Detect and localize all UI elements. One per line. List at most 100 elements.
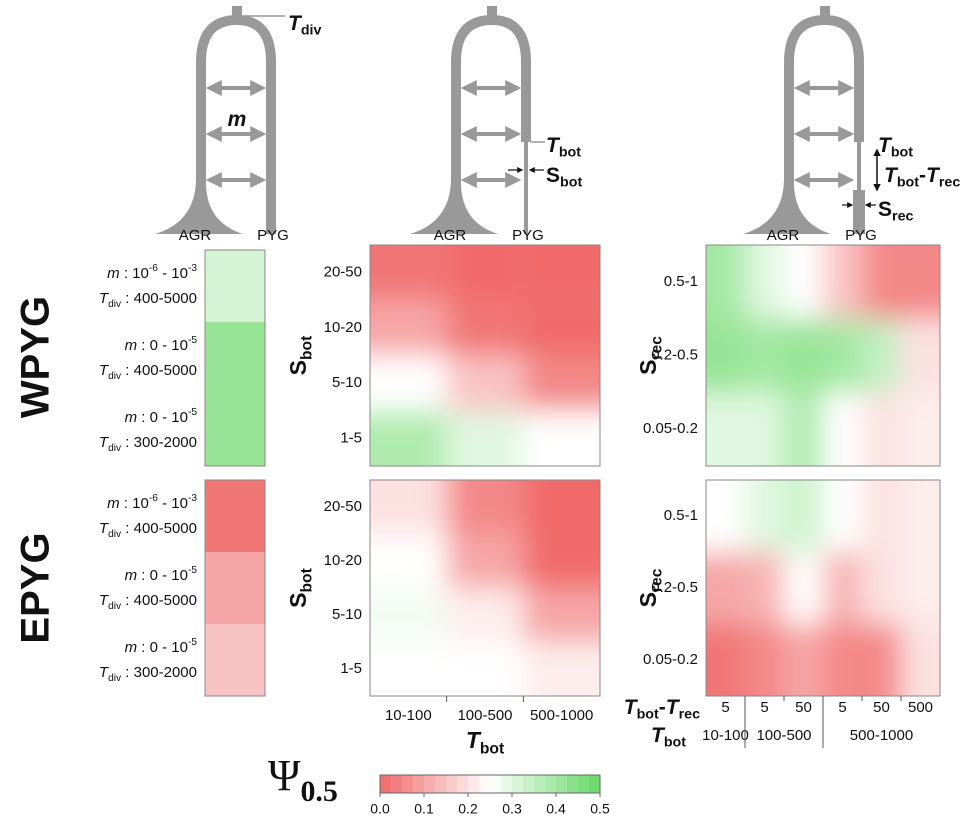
heatmap-cell xyxy=(901,392,940,466)
heatmap-frame xyxy=(369,479,601,697)
colorbar-step xyxy=(446,775,458,793)
heatmap-cells xyxy=(370,245,600,466)
heatmap-frame xyxy=(369,244,601,467)
strip-cell xyxy=(205,250,265,322)
text-part: bot xyxy=(560,174,582,190)
text-part: : 300-2000 xyxy=(121,664,197,681)
diagram-right-label: PYG xyxy=(845,227,877,244)
row-label: WPYG xyxy=(14,296,58,418)
diagram-shapes xyxy=(155,6,881,234)
y-tick-label: 1-5 xyxy=(340,660,362,677)
colorbar-step xyxy=(457,775,469,793)
text-part: : 400-5000 xyxy=(121,520,197,537)
heatmap-cell xyxy=(370,480,447,534)
heatmap xyxy=(370,480,600,696)
strip-label: m : 10-6 - 10-3 xyxy=(107,263,197,282)
heatmap-cell xyxy=(862,624,901,696)
x-tick-label: 500-1000 xyxy=(530,707,593,724)
diagram-label: m xyxy=(228,108,247,131)
text-part: : 300-2000 xyxy=(121,434,197,451)
strip-label: Tdiv : 300-2000 xyxy=(99,664,197,684)
heatmap-cell xyxy=(370,588,447,642)
x-group-title: Tbot xyxy=(651,724,686,751)
heatmap-cell xyxy=(523,300,600,356)
text-part: -6 xyxy=(149,263,158,274)
y-tick-label: 5-10 xyxy=(332,606,362,623)
text-part: T xyxy=(99,592,110,609)
text-part: T xyxy=(884,164,899,187)
text-part: div xyxy=(301,22,322,38)
heatmap-cell xyxy=(784,392,823,466)
text-part: S xyxy=(635,592,661,607)
heatmap-cells xyxy=(706,245,940,466)
heatmap-cell xyxy=(823,318,862,393)
strip-label: m : 0 - 10-5 xyxy=(125,335,198,354)
heatmap-cell xyxy=(446,300,524,356)
diagram-label: Sbot xyxy=(546,164,582,191)
row-label: EPYG xyxy=(14,532,58,643)
x-tick-label: 5 xyxy=(838,699,846,716)
heatmap-cell xyxy=(370,534,447,588)
text-part: bot xyxy=(897,174,919,190)
heatmap-cell xyxy=(862,245,901,319)
text-part: T xyxy=(624,696,639,719)
text-part: -5 xyxy=(188,335,197,346)
heatmap-cell xyxy=(745,318,784,393)
heatmap-cell xyxy=(446,245,524,301)
y-tick-label: 5-10 xyxy=(332,374,362,391)
heatmap-cell xyxy=(823,480,862,552)
colorbar-step xyxy=(534,775,546,793)
colorbar-tick-label: 0.4 xyxy=(546,801,566,817)
text-part: T xyxy=(546,134,561,157)
x-tick-label: 100-500 xyxy=(457,707,512,724)
heatmap-cell xyxy=(745,245,784,319)
text-part: T xyxy=(926,164,941,187)
text-part: S xyxy=(285,592,311,607)
heatmap-cell xyxy=(862,552,901,624)
text-part: Ψ xyxy=(268,751,301,800)
x-sub-title: Tbot-Trec xyxy=(624,696,700,723)
text-part: bot xyxy=(298,567,315,592)
x-group-label: 100-500 xyxy=(756,727,811,744)
heatmap-cell xyxy=(523,588,600,642)
text-part: - 10 xyxy=(158,495,188,512)
x-axis-title: Tbot xyxy=(466,727,505,757)
heatmap-cell xyxy=(901,245,940,319)
heatmap-cell xyxy=(446,588,524,642)
text-part: : 10 xyxy=(120,495,149,512)
strip-label: Tdiv : 400-5000 xyxy=(99,290,197,310)
colorbar-step xyxy=(545,775,557,793)
colorbar-step xyxy=(479,775,491,793)
text-part: m xyxy=(125,567,138,584)
text-part: T xyxy=(99,290,110,307)
diagram-label: Srec xyxy=(878,198,914,225)
text-part: bot xyxy=(891,144,913,160)
text-part: S xyxy=(635,360,661,375)
colorbar-step xyxy=(391,775,403,793)
heatmap-cell xyxy=(706,318,745,393)
text-part: bot xyxy=(664,734,686,750)
heatmap-cell xyxy=(862,318,901,393)
colorbar-step xyxy=(413,775,425,793)
text-part: rec xyxy=(679,706,700,722)
strip-label: m : 0 - 10-5 xyxy=(125,637,198,656)
heatmap-cell xyxy=(901,552,940,624)
text-part: S xyxy=(878,198,892,221)
strip-cell xyxy=(205,552,265,624)
y-tick-label: 10-20 xyxy=(324,552,362,569)
y-tick-label: 0.2-0.5 xyxy=(651,346,698,363)
heatmap-cell xyxy=(523,355,600,411)
diagram-left-label: AGR xyxy=(434,227,467,244)
heatmap-cell xyxy=(370,300,447,356)
heatmap xyxy=(370,245,600,466)
text-part: div xyxy=(108,600,122,611)
text-part: - 10 xyxy=(158,265,188,282)
heatmap-cell xyxy=(823,552,862,624)
heatmap-cell xyxy=(823,624,862,696)
diagram-left-label: AGR xyxy=(767,227,800,244)
text-part: 0.5 xyxy=(300,775,337,808)
colorbar-step xyxy=(567,775,579,793)
heatmap-cell xyxy=(446,534,524,588)
colorbar-step xyxy=(589,775,601,793)
heatmap-cell xyxy=(706,624,745,696)
